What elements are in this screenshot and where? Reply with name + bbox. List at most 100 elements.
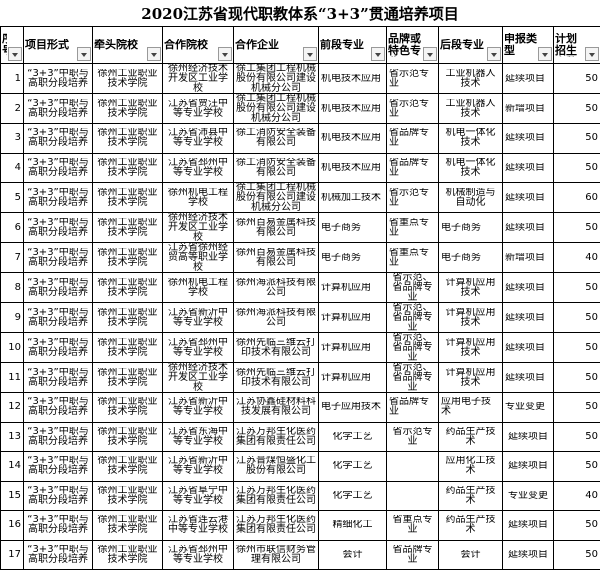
cell-text: 江苏省连云港中等专业学校 bbox=[168, 515, 228, 536]
cell-text: 徐州工业职业技术学院 bbox=[97, 485, 158, 506]
cell-brand-major: 省示范专业 bbox=[386, 421, 439, 452]
cell-lead-college: 徐州工业职业技术学院 bbox=[92, 152, 163, 183]
filter-dropdown-chevron-down-icon[interactable] bbox=[218, 47, 232, 61]
cell-apply-type: 专业变更 bbox=[502, 480, 554, 511]
cell-text: 徐州市联信财务管理有限公司 bbox=[236, 544, 316, 565]
cell-text: 化学工艺 bbox=[332, 490, 373, 501]
filter-dropdown-chevron-down-icon[interactable] bbox=[303, 47, 317, 61]
filter-dropdown-chevron-down-icon[interactable] bbox=[538, 47, 552, 61]
cell-text: “3+3”中职与高职分段培养 bbox=[27, 456, 89, 477]
cell-text: 机械加工技术 bbox=[321, 192, 381, 203]
cell-partner-school: 徐州经济技术开发区工业学校 bbox=[162, 63, 234, 94]
cell-text: 省重点专业 bbox=[389, 247, 429, 268]
cell-text: 徐州工业职业技术学院 bbox=[97, 187, 158, 208]
cell-text: 新增项目 bbox=[505, 252, 545, 263]
cell-text: 延续项目 bbox=[505, 133, 545, 144]
cell-text: 机械制造与自动化 bbox=[445, 187, 496, 208]
cell-project-form: “3+3”中职与高职分段培养 bbox=[23, 242, 93, 273]
cell-plan-enrollment: 50 bbox=[553, 123, 600, 154]
cell-brand-major: 省示范、省品牌专业 bbox=[386, 362, 439, 393]
cell-lead-college: 徐州工业职业技术学院 bbox=[92, 63, 163, 94]
cell-seq: 2 bbox=[0, 93, 24, 124]
cell-lead-college: 徐州工业职业技术学院 bbox=[92, 272, 163, 303]
cell-partner-company: 徐州海派科技有限公司 bbox=[233, 302, 319, 333]
cell-apply-type: 延续项目 bbox=[502, 451, 554, 482]
cell-text: 14 bbox=[8, 461, 21, 472]
cell-plan-enrollment: 50 bbox=[553, 63, 600, 94]
cell-partner-school: 徐州机电工程学校 bbox=[162, 272, 234, 303]
cell-apply-type: 延续项目 bbox=[502, 272, 554, 303]
cell-text: 省重点专业 bbox=[389, 217, 429, 238]
cell-partner-company: 江苏协鑫硅材料科技发展有限公司 bbox=[233, 392, 319, 423]
filter-dropdown-chevron-down-icon[interactable] bbox=[423, 47, 437, 61]
filter-dropdown-chevron-down-icon[interactable] bbox=[8, 47, 22, 61]
cell-back-major: 计算机应用技术 bbox=[438, 362, 503, 393]
cell-partner-school: 江苏省邳州中等专业学校 bbox=[162, 332, 234, 363]
cell-text: 徐州工业职业技术学院 bbox=[97, 544, 158, 565]
cell-text: 新增项目 bbox=[505, 103, 545, 114]
cell-back-major: 应用化工技术 bbox=[438, 451, 503, 482]
cell-text: 省示范、省品牌专业 bbox=[392, 273, 433, 302]
cell-text: 17 bbox=[8, 549, 21, 560]
cell-plan-enrollment: 50 bbox=[553, 421, 600, 452]
cell-text: 电子商务 bbox=[321, 252, 361, 263]
cell-text: 6 bbox=[14, 222, 21, 233]
filter-dropdown-chevron-down-icon[interactable] bbox=[147, 47, 161, 61]
cell-text: “3+3”中职与高职分段培养 bbox=[27, 128, 89, 149]
cell-brand-major: 省重点专业 bbox=[386, 212, 439, 243]
header-label: 项目形式 bbox=[25, 39, 69, 51]
cell-plan-enrollment: 60 bbox=[553, 182, 600, 213]
cell-text: 徐工集团工程机械股份有限公司建设机械分公司 bbox=[236, 94, 316, 123]
header-lead-college: 牵头院校 bbox=[92, 26, 163, 64]
table-row: 9 “3+3”中职与高职分段培养 徐州工业职业技术学院 江苏省新沂中等专业学校 徐州海派… bbox=[0, 302, 600, 333]
cell-text: 徐州工业职业技术学院 bbox=[97, 217, 158, 238]
cell-front-major: 机电技术应用 bbox=[318, 63, 387, 94]
cell-seq: 4 bbox=[0, 152, 24, 183]
cell-text: 徐州工业职业技术学院 bbox=[97, 157, 158, 178]
cell-partner-company: 徐州市联信财务管理有限公司 bbox=[233, 539, 319, 570]
cell-partner-company: 江苏万邦生化医药集团有限责任公司 bbox=[233, 421, 319, 452]
cell-front-major: 电子商务 bbox=[318, 212, 387, 243]
cell-partner-company: 徐州海派科技有限公司 bbox=[233, 272, 319, 303]
cell-partner-school: 江苏省贾汪中等专业学校 bbox=[162, 93, 234, 124]
filter-dropdown-chevron-down-icon[interactable] bbox=[77, 47, 91, 61]
cell-lead-college: 徐州工业职业技术学院 bbox=[92, 510, 163, 541]
header-seq: 序号 bbox=[0, 26, 24, 64]
cell-partner-company: 徐工消防安全装备有限公司 bbox=[233, 123, 319, 154]
cell-brand-major: 省品牌专业 bbox=[386, 152, 439, 183]
cell-front-major: 电子应用技术 bbox=[318, 392, 387, 423]
cell-partner-school: 江苏省邳州中等专业学校 bbox=[162, 539, 234, 570]
cell-text: 徐州工业职业技术学院 bbox=[97, 98, 158, 119]
cell-seq: 6 bbox=[0, 212, 24, 243]
header-cell-wrap: 项目形式 bbox=[25, 28, 91, 63]
cell-text: 延续项目 bbox=[505, 162, 545, 173]
cell-text: 徐工集团工程机械股份有限公司建设机械分公司 bbox=[236, 183, 316, 212]
header-front-major: 前段专业 bbox=[318, 26, 387, 64]
header-partner-school: 合作院校 bbox=[162, 26, 234, 64]
cell-text: 延续项目 bbox=[508, 549, 548, 560]
filter-dropdown-chevron-down-icon[interactable] bbox=[371, 47, 385, 61]
cell-lead-college: 徐州工业职业技术学院 bbox=[92, 212, 163, 243]
cell-text: 机电一体化技术 bbox=[445, 157, 496, 178]
cell-text: 江苏省邳州中等专业学校 bbox=[168, 544, 228, 565]
cell-seq: 7 bbox=[0, 242, 24, 273]
cell-apply-type: 新增项目 bbox=[502, 93, 554, 124]
cell-back-major: 机电一体化技术 bbox=[438, 152, 503, 183]
cell-apply-type: 延续项目 bbox=[502, 510, 554, 541]
cell-text: 9 bbox=[14, 312, 21, 323]
cell-partner-company: 徐州百易金属科技有限公司 bbox=[233, 212, 319, 243]
cell-partner-company: 徐州百易金属科技有限公司 bbox=[233, 242, 319, 273]
header-cell-wrap: 申报类型 bbox=[504, 28, 552, 63]
cell-lead-college: 徐州工业职业技术学院 bbox=[92, 362, 163, 393]
cell-lead-college: 徐州工业职业技术学院 bbox=[92, 182, 163, 213]
cell-text: 延续项目 bbox=[508, 431, 548, 442]
cell-text: 徐州工业职业技术学院 bbox=[97, 337, 158, 358]
cell-text: 机电一体化技术 bbox=[445, 128, 496, 149]
cell-text: 计算机应用技术 bbox=[445, 307, 496, 328]
table-row: 17 “3+3”中职与高职分段培养 徐州工业职业技术学院 江苏省邳州中等专业学校 徐州市… bbox=[0, 539, 600, 570]
cell-text: 7 bbox=[14, 252, 21, 263]
filter-dropdown-chevron-down-icon[interactable] bbox=[585, 47, 599, 61]
filter-dropdown-chevron-down-icon[interactable] bbox=[487, 47, 501, 61]
cell-text: 8 bbox=[14, 282, 21, 293]
header-cell-wrap: 合作企业 bbox=[235, 28, 317, 63]
